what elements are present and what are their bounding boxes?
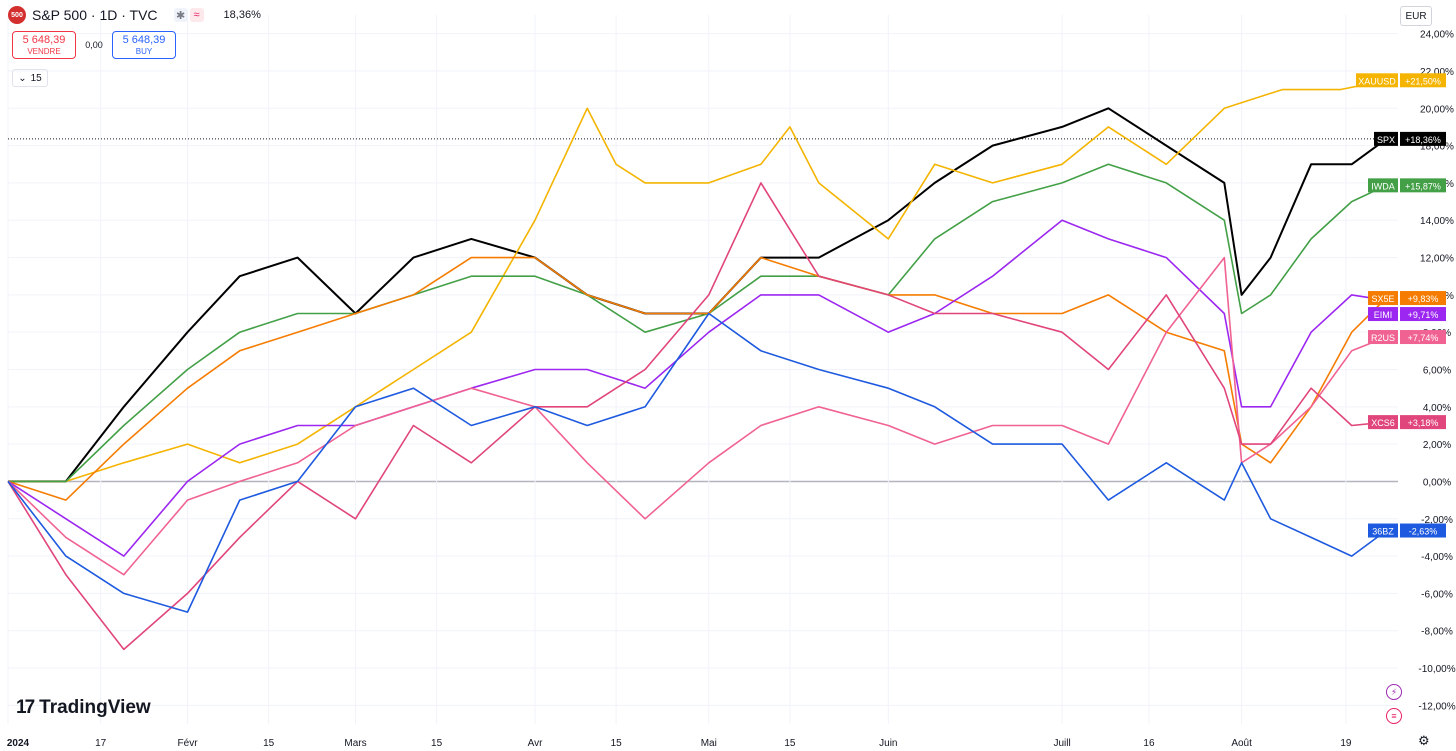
series-name-label: SPX [1377, 135, 1395, 145]
series-name-label: XAUUSD [1358, 76, 1396, 86]
y-tick-label: 2,00% [1423, 440, 1451, 451]
series-name-label: XCS6 [1371, 418, 1395, 428]
buy-price: 5 648,39 [122, 34, 166, 46]
spread-value: 0,00 [85, 40, 103, 50]
series-end-label-xcs6: XCS6 +3,18% [1368, 415, 1446, 430]
watermark-text: TradingView [39, 697, 151, 718]
y-tick-label: -4,00% [1421, 552, 1453, 563]
series-line-r2us [7, 256, 1387, 576]
x-tick-label: Mars [344, 738, 366, 749]
sell-price: 5 648,39 [22, 34, 66, 46]
series-end-label-36bz: 36BZ -2,63% [1368, 523, 1446, 538]
series-end-label-iwda: IWDA +15,87% [1368, 178, 1446, 193]
y-tick-label: -12,00% [1418, 701, 1455, 712]
sp500-logo[interactable]: 500 [8, 6, 26, 24]
series-value-label: +15,87% [1405, 181, 1441, 191]
grid [7, 15, 1398, 724]
symbol-change: 18,36% [223, 9, 261, 21]
x-tick-label: 16 [1143, 738, 1155, 749]
series-name-label: IWDA [1371, 181, 1395, 191]
lightning-icon[interactable]: ⚡ [1386, 684, 1402, 700]
series-line-iwda [8, 163, 1387, 483]
y-tick-label: -10,00% [1418, 664, 1455, 675]
x-tick-label: 15 [263, 738, 275, 749]
trade-panel: 5 648,39 VENDRE 0,00 5 648,39 BUY [12, 31, 176, 59]
x-tick-label: Juill [1053, 738, 1070, 749]
x-tick-label: Févr [178, 738, 199, 749]
series-value-label: +7,74% [1408, 333, 1439, 343]
series-lines [7, 79, 1387, 651]
x-axis: 2024 17 Févr 15 Mars 15 Avr 15 Mai 15 Juin Juill 16 A… [7, 738, 1352, 749]
y-tick-label: 0,00% [1423, 477, 1451, 488]
tradingview-logo-icon: 17 [16, 697, 35, 718]
series-name-label: R2US [1371, 333, 1395, 343]
y-tick-label: 22,00% [1420, 67, 1454, 78]
series-name-label: EIMI [1374, 310, 1393, 320]
sell-button[interactable]: 5 648,39 VENDRE [12, 31, 76, 59]
series-value-label: +18,36% [1405, 135, 1441, 145]
x-tick-label: 17 [95, 738, 107, 749]
approx-icon[interactable]: ≈ [189, 8, 204, 22]
gear-icon[interactable]: ⚙ [1418, 733, 1430, 748]
legend-toggle-button[interactable]: ⌄ 15 [12, 69, 48, 87]
buy-button[interactable]: 5 648,39 BUY [112, 31, 176, 59]
y-tick-label: -6,00% [1421, 589, 1453, 600]
x-tick-label: Avr [528, 738, 543, 749]
series-line-xcs6 [7, 182, 1387, 651]
series-name-label: SX5E [1371, 294, 1394, 304]
y-tick-label: 14,00% [1420, 216, 1454, 227]
y-tick-label: -8,00% [1421, 627, 1453, 638]
series-line-sx5e [7, 256, 1387, 501]
y-tick-label: 24,00% [1420, 30, 1454, 41]
flag-icon[interactable]: ≡ [1386, 708, 1402, 724]
y-tick-label: -2,00% [1421, 515, 1453, 526]
series-value-label: +3,18% [1408, 418, 1439, 428]
currency-button[interactable]: EUR [1400, 6, 1432, 26]
x-tick-label: 2024 [7, 738, 30, 749]
x-tick-label: Août [1231, 738, 1252, 749]
x-tick-label: Mai [701, 738, 717, 749]
y-tick-label: 4,00% [1423, 403, 1451, 414]
x-tick-label: 15 [784, 738, 796, 749]
x-tick-label: Juin [879, 738, 897, 749]
symbol-header: 500 S&P 500 · 1D · TVC ✱ ≈ 18,36% [8, 6, 261, 24]
tradingview-watermark[interactable]: 17 TradingView [16, 697, 151, 719]
series-line-36bz [7, 312, 1387, 613]
x-tick-label: 19 [1340, 738, 1352, 749]
x-tick-label: 15 [431, 738, 443, 749]
sell-label: VENDRE [27, 47, 61, 56]
y-tick-label: 18,00% [1420, 142, 1454, 153]
legend-count: 15 [30, 72, 42, 84]
series-value-label: +21,50% [1405, 76, 1441, 86]
y-tick-label: 12,00% [1420, 254, 1454, 265]
series-name-label: 36BZ [1372, 527, 1394, 537]
y-tick-label: 6,00% [1423, 366, 1451, 377]
series-line-eimi [7, 219, 1387, 557]
series-line-xauusd [8, 79, 1387, 483]
series-end-label-r2us: R2US +7,74% [1368, 330, 1446, 345]
asterisk-icon[interactable]: ✱ [173, 8, 188, 22]
series-end-label-sx5e: SX5E +9,83% [1368, 291, 1446, 306]
symbol-title[interactable]: S&P 500 · 1D · TVC [32, 7, 158, 23]
y-tick-label: 20,00% [1420, 104, 1454, 115]
series-value-label: -2,63% [1409, 527, 1438, 537]
series-value-label: +9,71% [1408, 310, 1439, 320]
series-end-label-eimi: EIMI +9,71% [1368, 307, 1446, 322]
buy-label: BUY [135, 47, 153, 56]
chevron-down-icon: ⌄ [18, 72, 27, 84]
series-end-label-spx: SPX +18,36% [1374, 131, 1446, 146]
x-tick-label: 15 [611, 738, 623, 749]
series-end-label-xauusd: XAUUSD +21,50% [1356, 73, 1446, 88]
series-value-label: +9,83% [1408, 294, 1439, 304]
series-labels: XAUUSD +21,50% SPX +18,36% IWDA +15,87% SX5E +9… [1356, 73, 1446, 538]
